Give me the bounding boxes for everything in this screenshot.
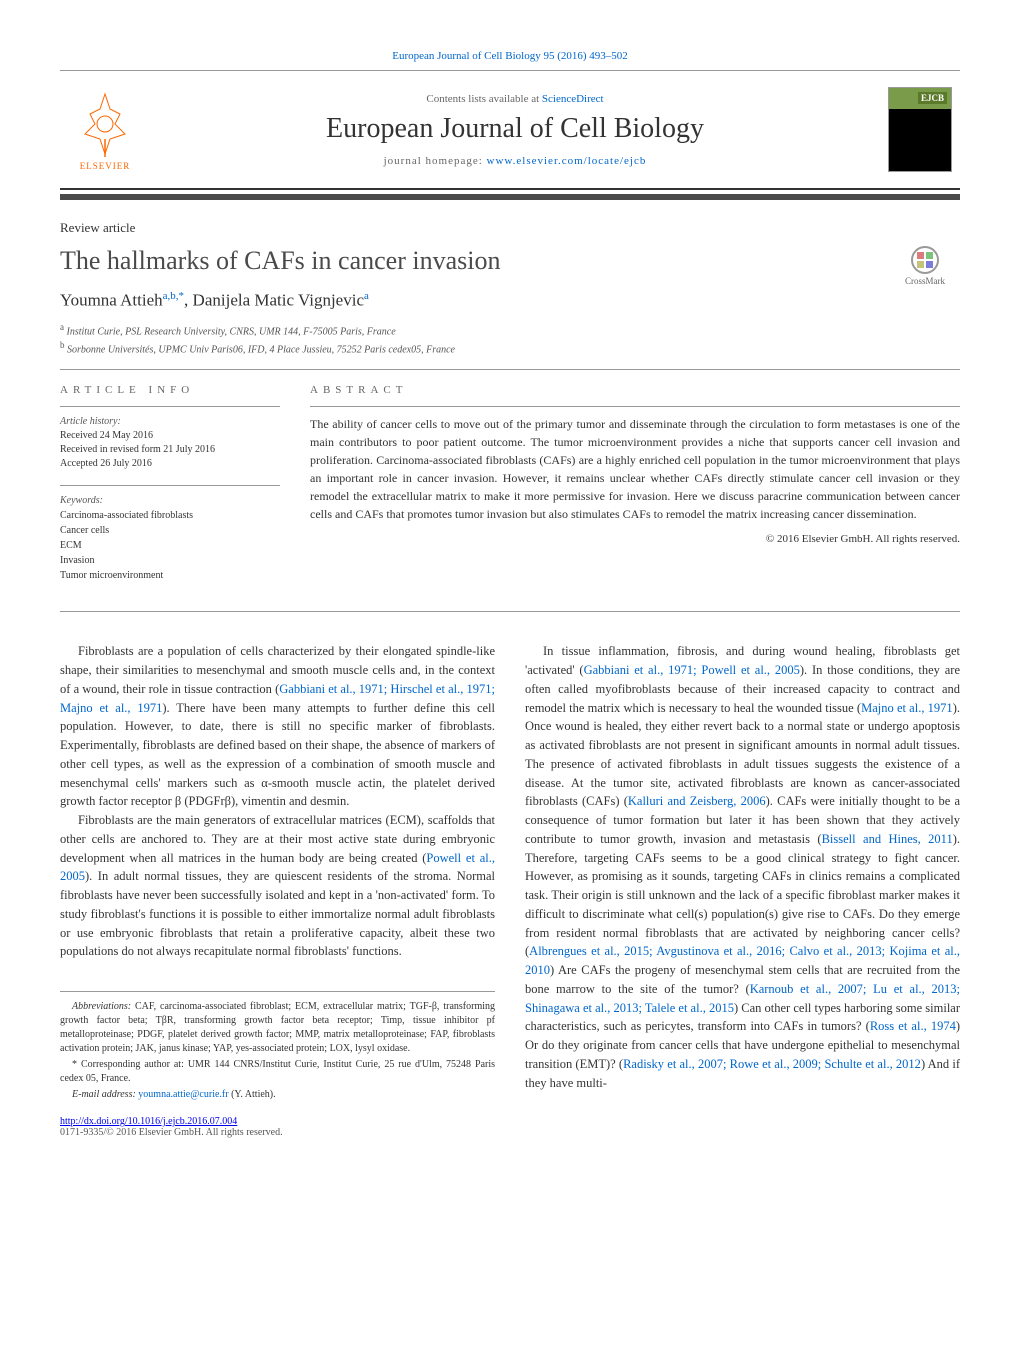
keyword: Cancer cells: [60, 523, 280, 538]
affiliations: a Institut Curie, PSL Research Universit…: [60, 321, 960, 358]
divider: [310, 406, 960, 407]
body-paragraph: Fibroblasts are the main generators of e…: [60, 811, 495, 961]
cover-badge: EJCB: [918, 92, 947, 104]
crossmark-label: CrossMark: [905, 276, 945, 286]
affiliation-a-text: Institut Curie, PSL Research University,…: [67, 326, 396, 337]
keyword: Tumor microenvironment: [60, 568, 280, 583]
author-1-sup: a,b,*: [163, 290, 184, 302]
sciencedirect-link[interactable]: ScienceDirect: [542, 93, 604, 105]
affiliation-b: b Sorbonne Universités, UPMC Univ Paris0…: [60, 339, 960, 357]
info-abstract-row: ARTICLE INFO Article history: Received 2…: [60, 384, 960, 597]
body-paragraph: Fibroblasts are a population of cells ch…: [60, 642, 495, 811]
divider: [60, 406, 280, 407]
journal-header-box: ELSEVIER Contents lists available at Sci…: [60, 70, 960, 190]
author-1: Youmna Attieh: [60, 291, 163, 310]
homepage-link[interactable]: www.elsevier.com/locate/ejcb: [487, 155, 647, 167]
keyword: ECM: [60, 538, 280, 553]
issn-copyright: 0171-9335/© 2016 Elsevier GmbH. All righ…: [60, 1127, 960, 1138]
abbrev-label: Abbreviations:: [72, 1001, 131, 1012]
journal-homepage-line: journal homepage: www.elsevier.com/locat…: [384, 155, 647, 167]
history-received: Received 24 May 2016: [60, 429, 280, 443]
citation-link[interactable]: Ross et al., 1974: [870, 1019, 956, 1033]
title-row: The hallmarks of CAFs in cancer invasion…: [60, 246, 960, 290]
journal-cover-thumbnail: EJCB: [880, 71, 960, 188]
citation-link[interactable]: Gabbiani et al., 1971; Powell et al., 20…: [584, 663, 800, 677]
homepage-prefix: journal homepage:: [384, 155, 487, 167]
body-right-column: In tissue inflammation, fibrosis, and du…: [525, 642, 960, 1104]
text-run: ). Therefore, targeting CAFs seems to be…: [525, 832, 960, 959]
text-run: ). There have been many attempts to furt…: [60, 701, 495, 809]
email-link[interactable]: youmna.attie@curie.fr: [138, 1089, 228, 1100]
author-2-sup: a: [364, 290, 369, 302]
divider: [60, 611, 960, 612]
divider: [60, 485, 280, 486]
footnotes-block: Abbreviations: CAF, carcinoma-associated…: [60, 991, 495, 1102]
crossmark-widget[interactable]: CrossMark: [890, 246, 960, 286]
journal-name: European Journal of Cell Biology: [326, 113, 704, 145]
keywords-block: Keywords: Carcinoma-associated fibroblas…: [60, 494, 280, 583]
abstract-column: ABSTRACT The ability of cancer cells to …: [310, 384, 960, 597]
elsevier-logo: ELSEVIER: [60, 71, 150, 188]
text-run: ). Once wound is healed, they either rev…: [525, 701, 960, 809]
elsevier-tree-icon: [75, 89, 135, 159]
author-list: Youmna Attieha,b,*, Danijela Matic Vignj…: [60, 290, 960, 311]
citation-link[interactable]: Radisky et al., 2007; Rowe et al., 2009;…: [623, 1057, 921, 1071]
affiliation-a: a Institut Curie, PSL Research Universit…: [60, 321, 960, 339]
article-info-heading: ARTICLE INFO: [60, 384, 280, 396]
abstract-copyright: © 2016 Elsevier GmbH. All rights reserve…: [310, 533, 960, 545]
header-dark-bar: [60, 194, 960, 200]
contents-available-line: Contents lists available at ScienceDirec…: [426, 93, 603, 105]
article-info-column: ARTICLE INFO Article history: Received 2…: [60, 384, 280, 597]
doi-link[interactable]: http://dx.doi.org/10.1016/j.ejcb.2016.07…: [60, 1116, 960, 1127]
header-center: Contents lists available at ScienceDirec…: [150, 71, 880, 188]
cover-image: EJCB: [888, 87, 952, 172]
author-2: , Danijela Matic Vignjevic: [184, 291, 364, 310]
body-left-column: Fibroblasts are a population of cells ch…: [60, 642, 495, 1104]
keywords-list: Carcinoma-associated fibroblasts Cancer …: [60, 508, 280, 583]
text-run: ). In adult normal tissues, they are qui…: [60, 869, 495, 958]
keywords-label: Keywords:: [60, 494, 280, 508]
article-title: The hallmarks of CAFs in cancer invasion: [60, 246, 890, 276]
email-footnote: E-mail address: youmna.attie@curie.fr (Y…: [60, 1088, 495, 1102]
keyword: Invasion: [60, 553, 280, 568]
citation-link[interactable]: Kalluri and Zeisberg, 2006: [628, 794, 766, 808]
article-type: Review article: [60, 220, 960, 236]
divider: [60, 369, 960, 370]
history-label: Article history:: [60, 415, 280, 429]
corr-label: * Corresponding author at:: [72, 1059, 188, 1070]
crossmark-icon: [911, 246, 939, 274]
body-two-columns: Fibroblasts are a population of cells ch…: [60, 642, 960, 1104]
article-history-block: Article history: Received 24 May 2016 Re…: [60, 415, 280, 471]
citation-link[interactable]: Bissell and Hines, 2011: [822, 832, 953, 846]
page-container: European Journal of Cell Biology 95 (201…: [0, 0, 1020, 1178]
email-suffix: (Y. Attieh).: [229, 1089, 276, 1100]
contents-prefix: Contents lists available at: [426, 93, 541, 105]
citation-link[interactable]: Majno et al., 1971: [861, 701, 953, 715]
keyword: Carcinoma-associated fibroblasts: [60, 508, 280, 523]
body-paragraph: In tissue inflammation, fibrosis, and du…: [525, 642, 960, 1092]
history-revised: Received in revised form 21 July 2016: [60, 443, 280, 457]
email-label: E-mail address:: [72, 1089, 136, 1100]
abbreviations-footnote: Abbreviations: CAF, carcinoma-associated…: [60, 1000, 495, 1056]
elsevier-label: ELSEVIER: [80, 161, 131, 171]
abstract-text: The ability of cancer cells to move out …: [310, 415, 960, 523]
abstract-heading: ABSTRACT: [310, 384, 960, 396]
affiliation-b-text: Sorbonne Universités, UPMC Univ Paris06,…: [67, 344, 455, 355]
history-accepted: Accepted 26 July 2016: [60, 457, 280, 471]
journal-reference: European Journal of Cell Biology 95 (201…: [60, 50, 960, 62]
corresponding-author-footnote: * Corresponding author at: UMR 144 CNRS/…: [60, 1058, 495, 1086]
doi-url[interactable]: http://dx.doi.org/10.1016/j.ejcb.2016.07…: [60, 1116, 237, 1127]
